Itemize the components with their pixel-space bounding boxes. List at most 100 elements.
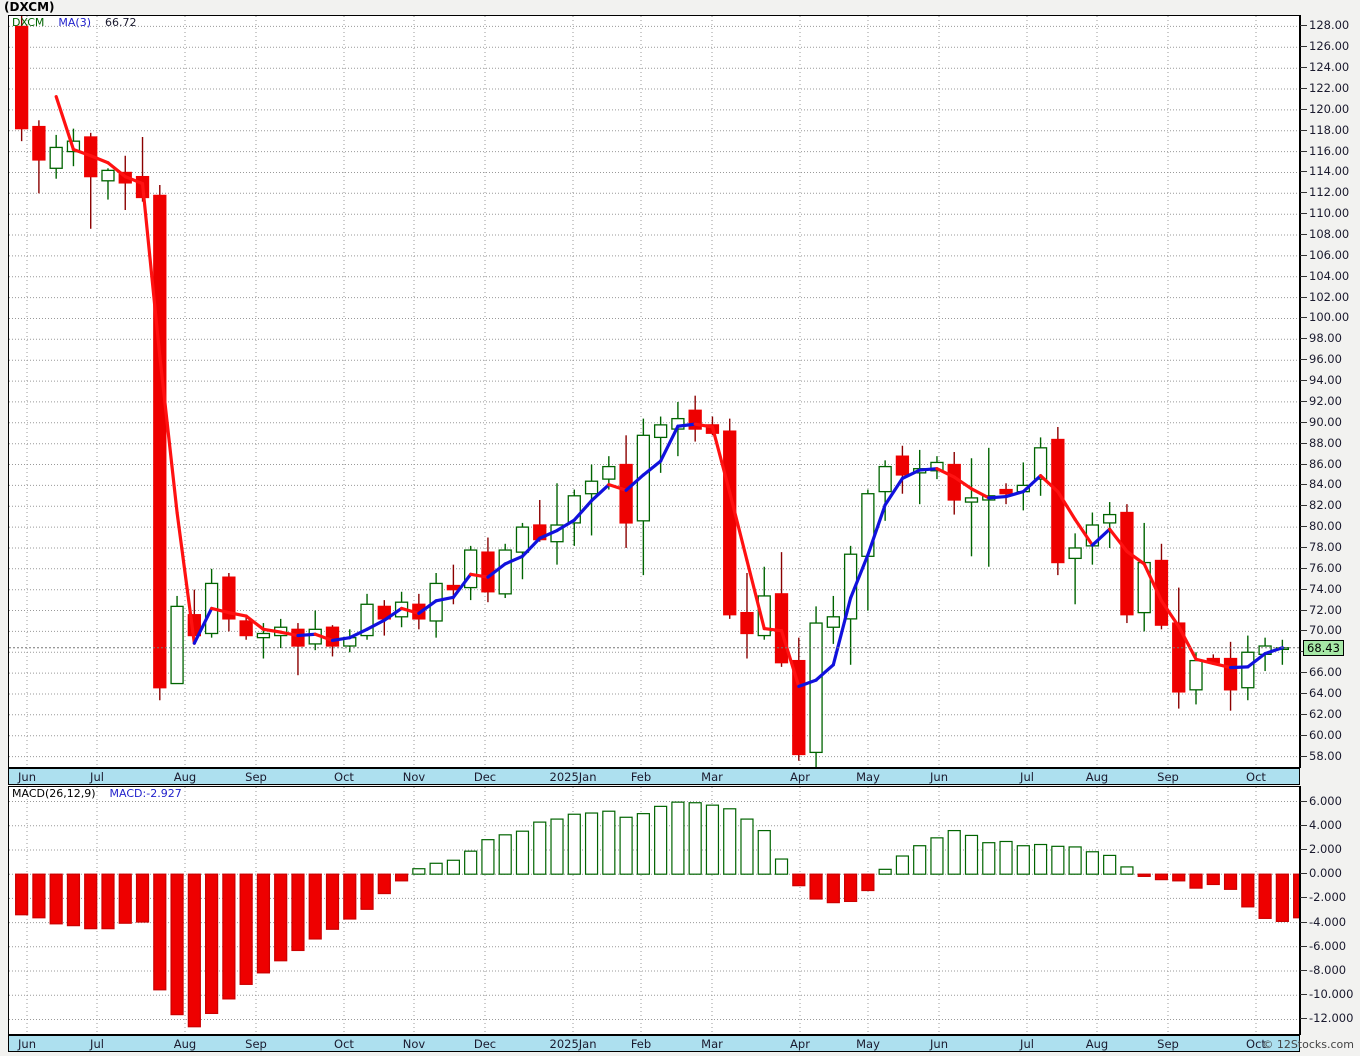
price-axis-tick: [1300, 46, 1307, 48]
price-axis-tick: [1300, 421, 1307, 423]
price-axis-label: 98.00: [1309, 331, 1342, 346]
date-label-macd: Oct: [334, 1037, 354, 1051]
price-axis-label: 74.00: [1309, 581, 1342, 596]
date-label-price: Jul: [1020, 770, 1034, 784]
price-axis-tick: [1300, 88, 1307, 89]
price-axis-label: 84.00: [1309, 477, 1342, 492]
macd-legend: MACD(26,12,9) MACD:-2.927: [12, 788, 182, 800]
date-label-macd: Sep: [1157, 1037, 1179, 1051]
macd-axis-label: -4.000: [1309, 914, 1347, 929]
price-plot-area[interactable]: [9, 16, 1299, 767]
price-axis-label: 82.00: [1309, 498, 1342, 513]
price-axis-tick: [1300, 588, 1307, 590]
date-label-price: Apr: [790, 770, 810, 784]
macd-axis-tick: [1300, 970, 1307, 972]
date-label-macd: Sep: [245, 1037, 267, 1051]
price-axis-label: 104.00: [1309, 268, 1350, 283]
price-axis-tick: [1300, 171, 1307, 173]
price-axis-label: 72.00: [1309, 602, 1342, 617]
price-axis-label: 66.00: [1309, 665, 1342, 680]
date-label-macd: Aug: [173, 1037, 197, 1051]
date-label-macd: Aug: [1085, 1037, 1109, 1051]
date-label-macd: Nov: [402, 1037, 426, 1051]
macd-plot-area[interactable]: [9, 787, 1299, 1034]
price-axis-label: 80.00: [1309, 519, 1342, 534]
price-axis-tick: [1300, 275, 1307, 277]
price-axis-tick: [1300, 734, 1307, 736]
price-axis-tick: [1300, 234, 1307, 236]
date-label-price: Feb: [630, 770, 652, 784]
date-label-macd: Feb: [630, 1037, 652, 1051]
date-label-macd: Jun: [18, 1037, 36, 1051]
price-axis-label: 116.00: [1309, 143, 1350, 158]
price-legend-ma-label: MA(3): [58, 16, 91, 29]
macd-chart-panel[interactable]: [8, 786, 1300, 1035]
price-axis-tick: [1300, 380, 1307, 382]
date-label-price: Sep: [245, 770, 267, 784]
macd-axis-label: -2.000: [1309, 890, 1347, 905]
price-axis-tick: [1300, 567, 1307, 569]
price-axis-tick: [1300, 442, 1307, 444]
date-label-price: Jul: [90, 770, 104, 784]
price-axis-label: 58.00: [1309, 748, 1342, 763]
price-axis-tick: [1300, 213, 1307, 215]
price-axis-tick: [1300, 254, 1307, 256]
macd-axis-label: 6.000: [1309, 793, 1342, 808]
price-axis-tick: [1300, 546, 1307, 548]
macd-axis-tick: [1300, 824, 1307, 826]
macd-y-axis: 6.000 4.000 2.000 0.000 -2.000 -4.000 -6.000 -8…: [1300, 786, 1360, 1035]
date-label-price: Mar: [701, 770, 723, 784]
date-label-price: Nov: [402, 770, 426, 784]
price-axis-label: 88.00: [1309, 435, 1342, 450]
macd-axis-tick: [1300, 945, 1307, 947]
price-axis-label: 114.00: [1309, 164, 1350, 179]
macd-axis-tick: [1300, 1018, 1307, 1020]
date-label-price: Jun: [18, 770, 36, 784]
date-label-price: Dec: [473, 770, 497, 784]
price-axis-tick: [1300, 296, 1307, 298]
price-axis-label: 62.00: [1309, 706, 1342, 721]
date-axis-price: Jun Jul Aug Sep Oct Nov Dec 2025Jan Feb Mar Apr May…: [8, 768, 1300, 785]
date-label-macd: Apr: [790, 1037, 810, 1051]
price-axis-label: 106.00: [1309, 247, 1350, 262]
price-axis-tick: [1300, 463, 1307, 465]
price-axis-tick: [1300, 713, 1307, 715]
date-label-macd: May: [856, 1037, 880, 1051]
price-axis-label: 108.00: [1309, 227, 1350, 242]
date-label-price: Aug: [1085, 770, 1109, 784]
macd-axis-label: -12.000: [1309, 1011, 1354, 1026]
price-axis-label: 90.00: [1309, 414, 1342, 429]
price-axis-label: 64.00: [1309, 685, 1342, 700]
price-axis-tick: [1300, 359, 1307, 361]
date-label-price: Oct: [334, 770, 354, 784]
price-axis-tick: [1300, 317, 1307, 319]
date-label-macd: 2025Jan: [549, 1037, 597, 1051]
macd-axis-label: 0.000: [1309, 866, 1342, 881]
price-axis-label: 92.00: [1309, 393, 1342, 408]
price-axis-tick: [1300, 755, 1307, 757]
price-axis-tick: [1300, 108, 1307, 110]
footer-credit: © 12Stocks.com: [1262, 1038, 1354, 1051]
macd-axis-label: 4.000: [1309, 817, 1342, 832]
macd-axis-label: -10.000: [1309, 987, 1354, 1002]
price-chart-panel[interactable]: [8, 15, 1300, 768]
price-axis-tick: [1300, 192, 1307, 194]
price-axis-label: 70.00: [1309, 623, 1342, 638]
macd-axis-tick: [1300, 873, 1307, 875]
price-axis-label: 128.00: [1309, 18, 1350, 33]
current-price-badge: 68.43: [1303, 639, 1344, 656]
price-axis-tick: [1300, 25, 1307, 27]
date-label-price: Oct: [1246, 770, 1266, 784]
price-axis-label: 112.00: [1309, 185, 1350, 200]
price-axis-label: 122.00: [1309, 81, 1350, 95]
date-label-price: May: [856, 770, 880, 784]
price-axis-tick: [1300, 484, 1307, 486]
date-axis-macd: Jun Jul Aug Sep Oct Nov Dec 2025Jan Feb Mar Apr May…: [8, 1035, 1300, 1052]
macd-legend-value: MACD:-2.927: [109, 787, 182, 800]
date-label-macd: Oct: [1246, 1037, 1266, 1051]
date-label-price: 2025Jan: [549, 770, 597, 784]
macd-axis-label: 2.000: [1309, 841, 1342, 856]
macd-legend-name: MACD(26,12,9): [12, 787, 96, 800]
macd-axis-tick: [1300, 897, 1307, 899]
price-axis-label: 100.00: [1309, 310, 1350, 325]
